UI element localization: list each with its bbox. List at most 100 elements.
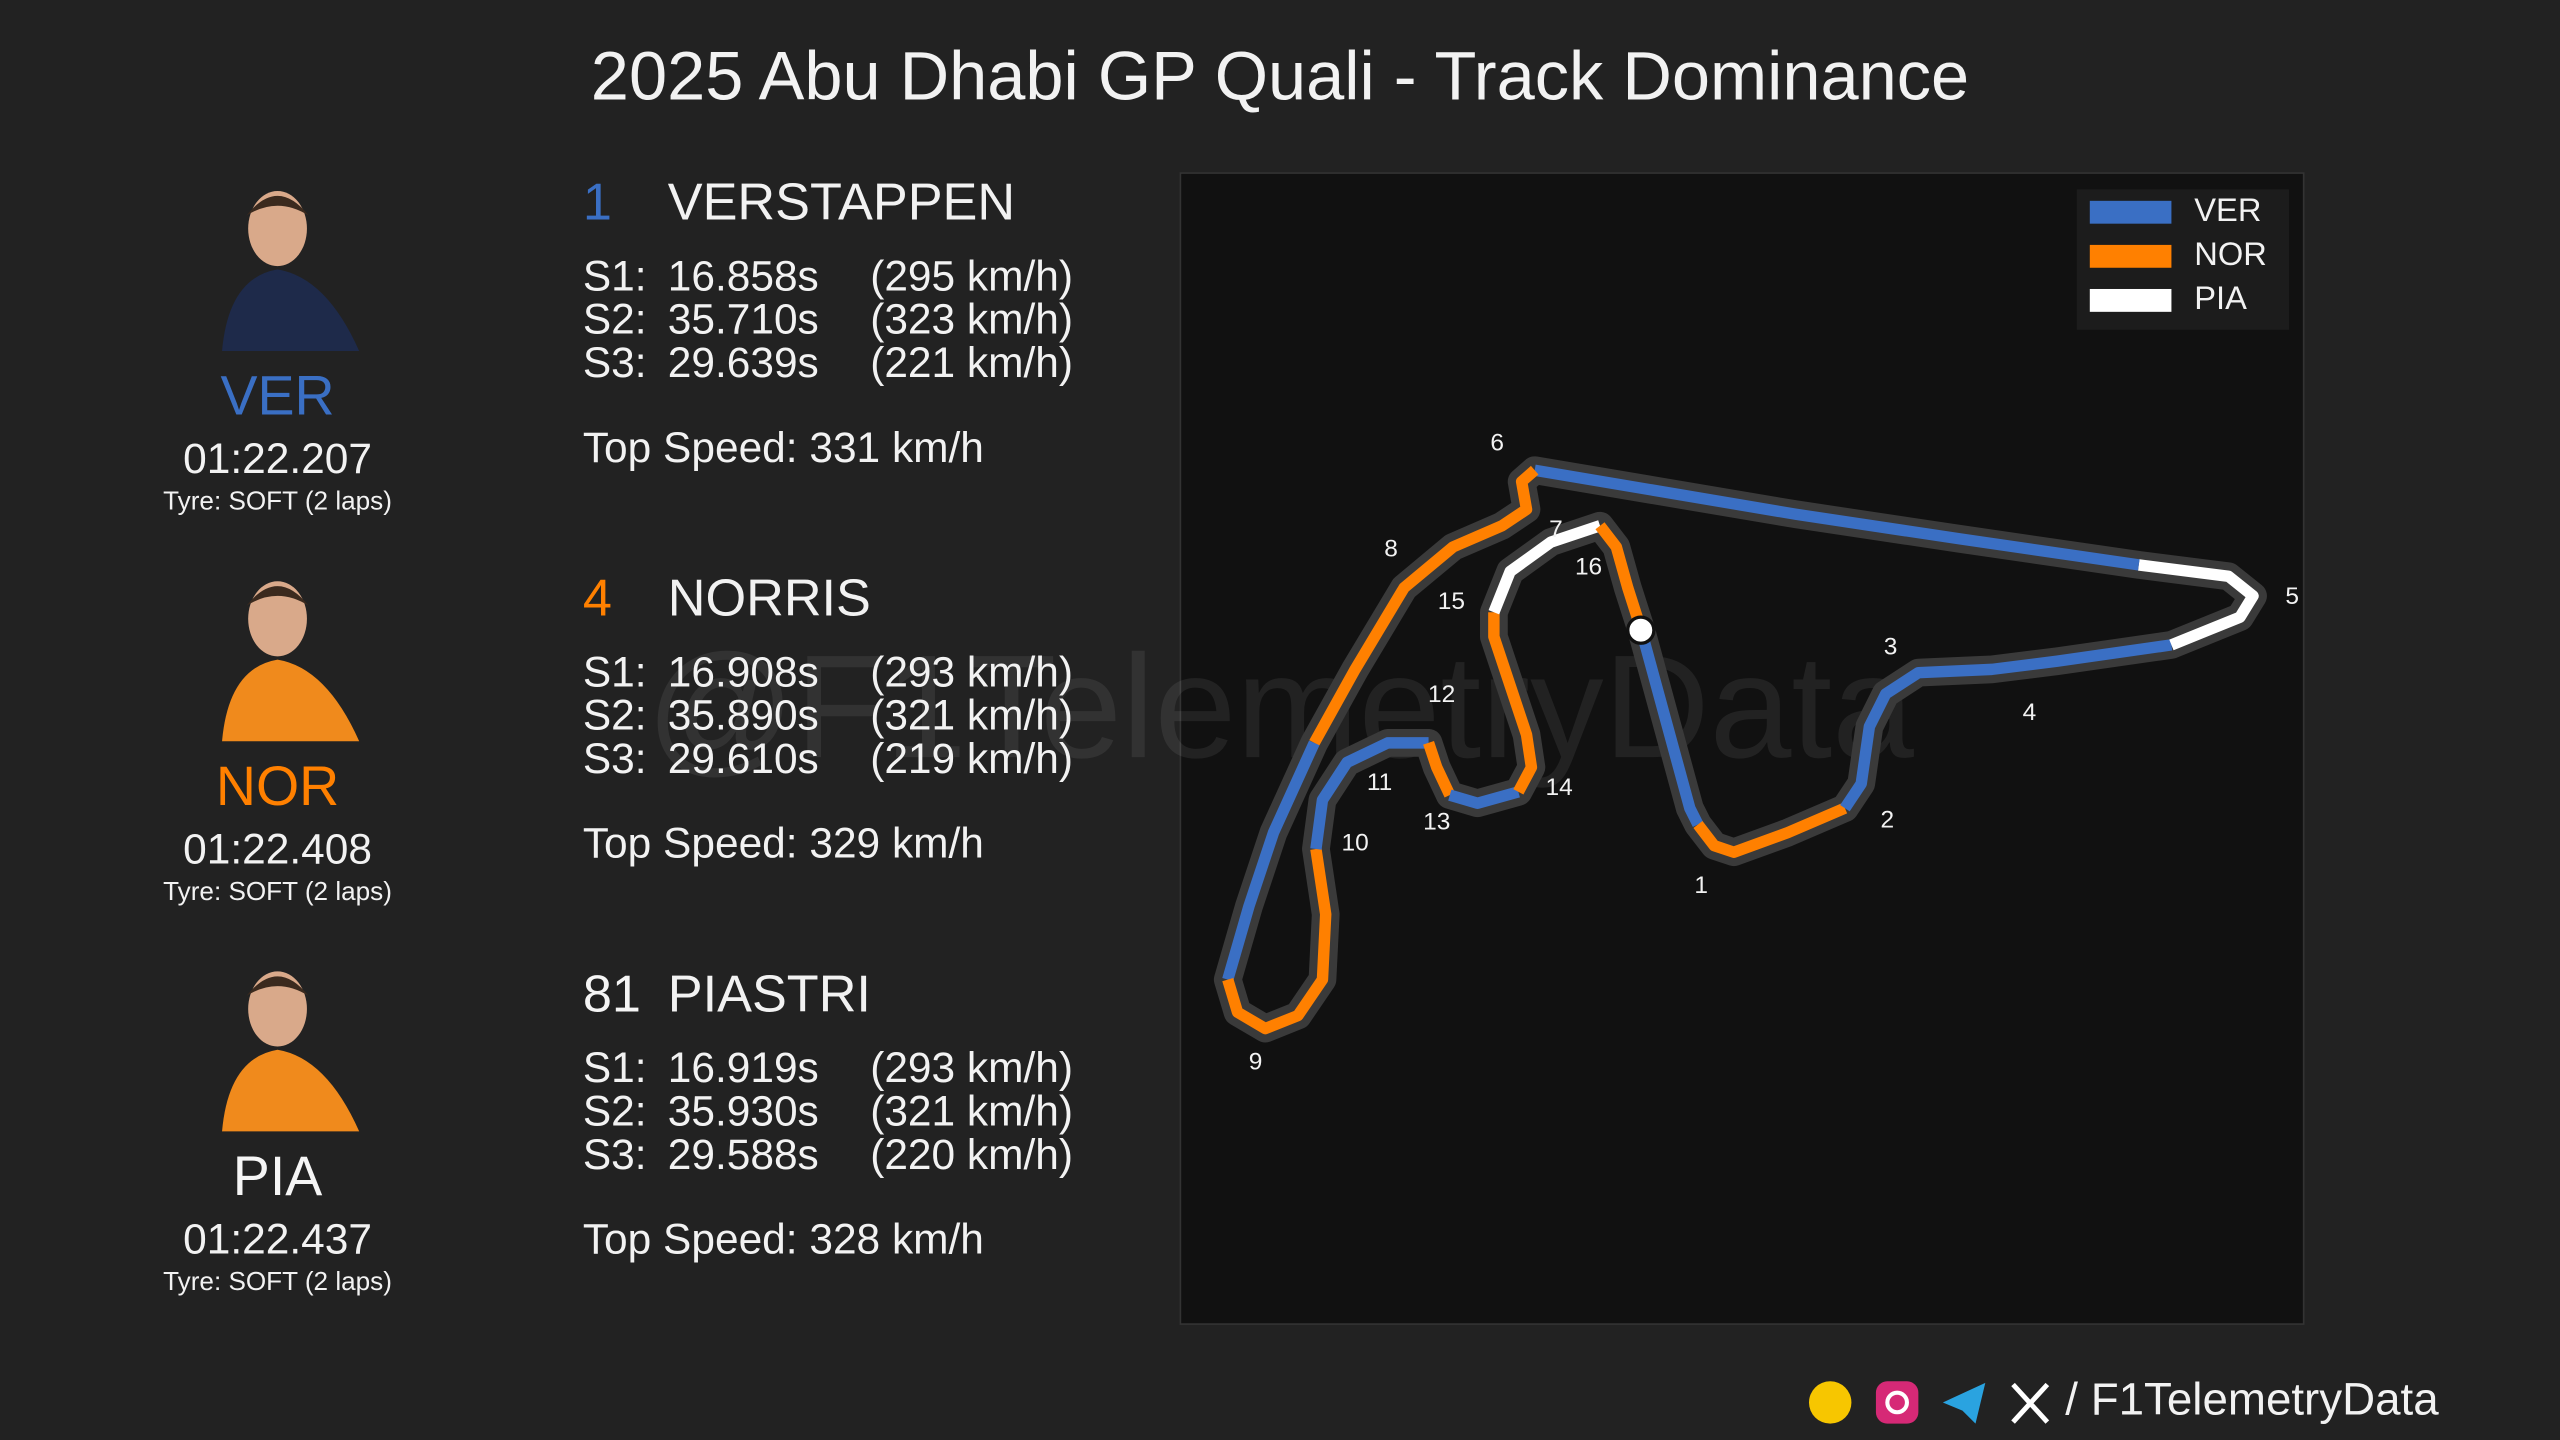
track-segment xyxy=(1533,464,2140,571)
portrait-body xyxy=(222,659,360,742)
top-speed: Top Speed: 329 km/h xyxy=(583,820,984,867)
title: 2025 Abu Dhabi GP Quali - Track Dominanc… xyxy=(591,38,1969,115)
icon-telegram xyxy=(1942,1382,1986,1424)
footer-icons xyxy=(1808,1381,2050,1424)
corner-label: 3 xyxy=(1884,634,1898,661)
driver-code: NOR xyxy=(216,755,339,817)
portrait-head xyxy=(248,191,307,267)
sector-speed: (323 km/h) xyxy=(870,296,1073,343)
footer-handle: / F1TelemetryData xyxy=(2065,1374,2439,1425)
sector-speed: (321 km/h) xyxy=(870,692,1073,739)
lap-time: 01:22.207 xyxy=(183,435,372,482)
sector-label: S1: xyxy=(583,252,647,299)
icon-instagram-lens xyxy=(1885,1390,1909,1415)
sector-time: 29.610s xyxy=(668,735,819,782)
sector-speed: (220 km/h) xyxy=(870,1131,1073,1178)
car-number: 81 xyxy=(583,965,641,1023)
portrait-hair xyxy=(246,976,309,996)
track-segment xyxy=(1222,848,1332,1035)
sector-label: S2: xyxy=(583,1088,647,1135)
corner-label: 10 xyxy=(1341,830,1368,857)
portrait-head xyxy=(248,971,307,1047)
tyre-info: Tyre: SOFT (2 laps) xyxy=(163,1266,392,1296)
icon-coffee xyxy=(1808,1381,1852,1424)
driver-name: VERSTAPPEN xyxy=(668,174,1015,232)
corner-label: 6 xyxy=(1490,430,1504,457)
start-finish xyxy=(1626,615,1656,645)
portrait-hair xyxy=(246,586,309,606)
track-segment xyxy=(1488,612,1538,795)
legend-swatch xyxy=(2089,200,2172,224)
sector-label: S2: xyxy=(583,296,647,343)
sector-time: 35.710s xyxy=(668,296,819,343)
tyre-info: Tyre: SOFT (2 laps) xyxy=(163,876,392,906)
sector-label: S3: xyxy=(583,1131,647,1178)
lap-time: 01:22.408 xyxy=(183,825,372,872)
sector-speed: (321 km/h) xyxy=(870,1088,1073,1135)
corner-label: 1 xyxy=(1694,872,1708,899)
sector-speed: (293 km/h) xyxy=(870,648,1073,695)
portrait-body xyxy=(222,1049,360,1132)
corner-label: 11 xyxy=(1367,769,1392,796)
corner-label: 2 xyxy=(1881,807,1895,834)
portrait-head xyxy=(248,581,307,657)
corner-label: 7 xyxy=(1549,516,1563,543)
track-segment xyxy=(1693,802,1848,858)
top-speed: Top Speed: 328 km/h xyxy=(583,1216,984,1263)
driver-code: VER xyxy=(220,365,334,427)
corner-label: 12 xyxy=(1428,681,1455,708)
track-segment xyxy=(1840,639,2173,812)
sector-time: 35.890s xyxy=(668,692,819,739)
sector-speed: (295 km/h) xyxy=(870,252,1073,299)
track-segment xyxy=(1488,520,1602,615)
sector-time: 16.908s xyxy=(668,648,819,695)
corner-label: 13 xyxy=(1423,808,1450,835)
tyre-info: Tyre: SOFT (2 laps) xyxy=(163,486,392,516)
sector-label: S2: xyxy=(583,692,647,739)
sector-label: S3: xyxy=(583,339,647,386)
corner-label: 5 xyxy=(2285,583,2299,610)
track-segment xyxy=(1310,737,1429,850)
sector-time: 29.639s xyxy=(668,339,819,386)
track-segment xyxy=(2138,559,2259,651)
legend-label: PIA xyxy=(2194,279,2247,316)
car-number: 4 xyxy=(583,569,612,627)
legend-label: VER xyxy=(2194,191,2261,228)
sector-speed: (293 km/h) xyxy=(870,1044,1073,1091)
sector-time: 29.588s xyxy=(668,1131,819,1178)
track-segment xyxy=(1635,627,1704,828)
sector-speed: (219 km/h) xyxy=(870,735,1073,782)
legend-swatch xyxy=(2089,244,2172,268)
corner-label: 15 xyxy=(1438,588,1465,615)
driver-name: PIASTRI xyxy=(668,965,871,1023)
watermark: @F1TelemetryData xyxy=(646,625,1914,789)
driver-name: NORRIS xyxy=(668,569,871,627)
icon-instagram xyxy=(1875,1381,1919,1424)
sector-label: S1: xyxy=(583,1044,647,1091)
portrait-body xyxy=(222,269,360,352)
car-number: 1 xyxy=(583,174,612,232)
track-segment xyxy=(1309,465,1539,746)
corner-label: 9 xyxy=(1249,1048,1263,1075)
corner-label: 8 xyxy=(1384,536,1398,563)
track-segment xyxy=(1448,786,1520,809)
top-speed: Top Speed: 331 km/h xyxy=(583,424,984,471)
corner-label: 4 xyxy=(2023,699,2037,726)
track-segment xyxy=(1595,522,1647,631)
legend-label: NOR xyxy=(2194,235,2267,272)
lap-time: 01:22.437 xyxy=(183,1216,372,1263)
sector-time: 16.919s xyxy=(668,1044,819,1091)
icon-x xyxy=(2011,1382,2050,1424)
track-segment xyxy=(1423,741,1455,798)
sector-time: 35.930s xyxy=(668,1088,819,1135)
sector-label: S3: xyxy=(583,735,647,782)
corner-label: 16 xyxy=(1575,554,1602,581)
driver-code: PIA xyxy=(233,1145,322,1207)
sector-label: S1: xyxy=(583,648,647,695)
track-segment xyxy=(1222,740,1320,982)
sector-speed: (221 km/h) xyxy=(870,339,1073,386)
sector-time: 16.858s xyxy=(668,252,819,299)
